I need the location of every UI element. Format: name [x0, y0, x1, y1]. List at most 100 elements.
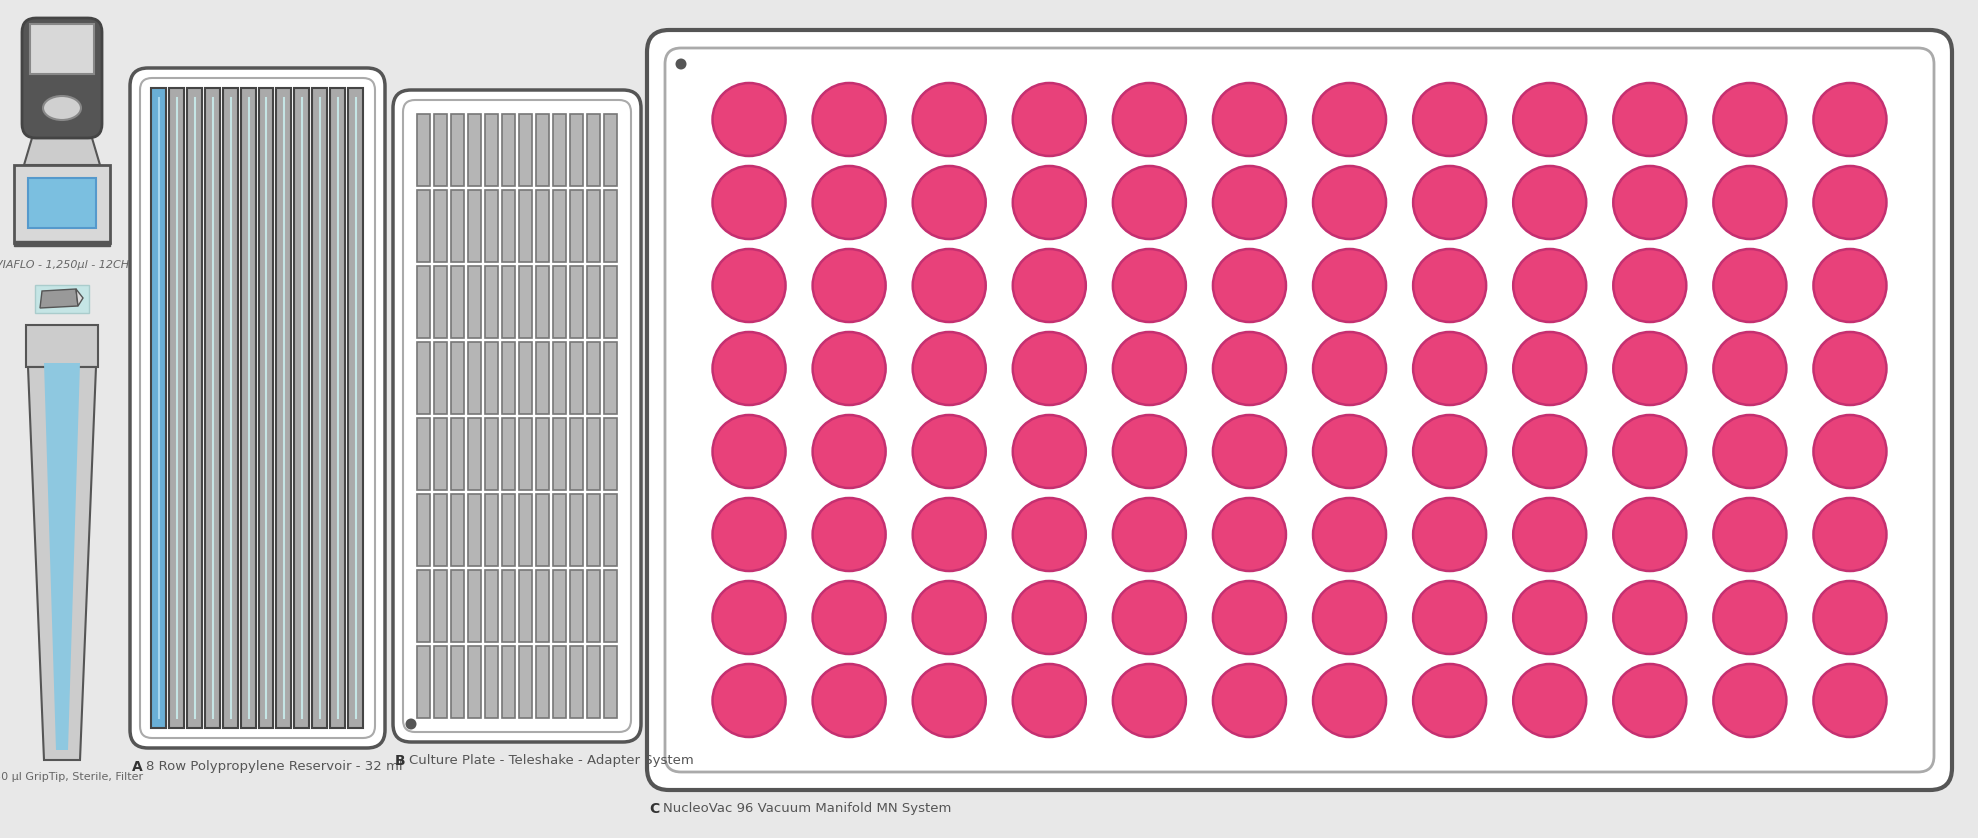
Bar	[30, 24, 95, 74]
Bar	[417, 418, 429, 490]
Circle shape	[1814, 332, 1887, 405]
Bar	[433, 342, 447, 414]
Circle shape	[1513, 166, 1586, 239]
Circle shape	[1614, 498, 1687, 571]
Polygon shape	[44, 363, 79, 750]
Circle shape	[1814, 581, 1887, 654]
Circle shape	[1213, 581, 1286, 654]
Bar	[469, 646, 481, 718]
Text: VIAFLO - 1,250µl - 12CH: VIAFLO - 1,250µl - 12CH	[0, 260, 129, 270]
Circle shape	[1614, 415, 1687, 488]
Circle shape	[1114, 415, 1187, 488]
Bar	[554, 570, 566, 642]
Bar	[259, 88, 273, 728]
Bar	[518, 418, 532, 490]
Bar	[554, 266, 566, 338]
Bar	[554, 494, 566, 566]
Bar	[485, 114, 498, 186]
Bar	[587, 494, 599, 566]
Circle shape	[1313, 581, 1387, 654]
Bar	[433, 418, 447, 490]
Circle shape	[912, 332, 985, 405]
Bar	[417, 114, 429, 186]
Circle shape	[1313, 83, 1387, 156]
Bar	[485, 418, 498, 490]
Circle shape	[912, 581, 985, 654]
Bar	[451, 190, 465, 262]
Circle shape	[1614, 664, 1687, 737]
Circle shape	[813, 332, 886, 405]
Circle shape	[1114, 249, 1187, 322]
Bar	[417, 342, 429, 414]
Bar	[587, 646, 599, 718]
Circle shape	[1713, 498, 1786, 571]
Bar	[451, 646, 465, 718]
Bar	[536, 494, 550, 566]
Bar	[186, 88, 202, 728]
Bar	[570, 114, 584, 186]
Bar	[417, 646, 429, 718]
Bar	[469, 190, 481, 262]
Circle shape	[712, 581, 785, 654]
Circle shape	[1213, 166, 1286, 239]
Circle shape	[1213, 415, 1286, 488]
Bar	[587, 570, 599, 642]
Circle shape	[1013, 664, 1086, 737]
Bar	[502, 342, 514, 414]
Bar	[502, 418, 514, 490]
Bar	[433, 190, 447, 262]
Bar	[536, 418, 550, 490]
Bar	[451, 114, 465, 186]
Bar	[603, 342, 617, 414]
Circle shape	[1513, 581, 1586, 654]
Circle shape	[813, 581, 886, 654]
Circle shape	[1513, 332, 1586, 405]
Circle shape	[1713, 83, 1786, 156]
Circle shape	[1313, 664, 1387, 737]
Circle shape	[1213, 83, 1286, 156]
Bar	[485, 570, 498, 642]
Circle shape	[813, 664, 886, 737]
Bar	[518, 570, 532, 642]
Circle shape	[1713, 664, 1786, 737]
FancyBboxPatch shape	[131, 68, 386, 748]
FancyBboxPatch shape	[394, 90, 641, 742]
Bar	[417, 190, 429, 262]
Bar	[536, 266, 550, 338]
Bar	[469, 418, 481, 490]
Circle shape	[1013, 332, 1086, 405]
Circle shape	[1614, 581, 1687, 654]
Circle shape	[1013, 83, 1086, 156]
FancyBboxPatch shape	[22, 18, 103, 138]
Bar	[570, 494, 584, 566]
Circle shape	[1412, 664, 1485, 737]
Ellipse shape	[44, 96, 81, 120]
Circle shape	[1713, 166, 1786, 239]
Bar	[14, 165, 111, 243]
Circle shape	[1114, 498, 1187, 571]
Circle shape	[813, 498, 886, 571]
Circle shape	[405, 718, 417, 730]
Circle shape	[912, 166, 985, 239]
Bar	[502, 570, 514, 642]
Bar	[433, 646, 447, 718]
Circle shape	[1513, 415, 1586, 488]
Polygon shape	[24, 138, 101, 165]
Circle shape	[1614, 166, 1687, 239]
Bar	[603, 494, 617, 566]
Circle shape	[712, 83, 785, 156]
Bar	[603, 190, 617, 262]
Circle shape	[1814, 415, 1887, 488]
Bar	[554, 342, 566, 414]
Circle shape	[912, 498, 985, 571]
Circle shape	[1213, 332, 1286, 405]
Circle shape	[1614, 332, 1687, 405]
Bar	[14, 241, 111, 246]
Bar	[417, 494, 429, 566]
Bar	[469, 342, 481, 414]
Circle shape	[712, 664, 785, 737]
Circle shape	[1513, 249, 1586, 322]
Bar	[603, 570, 617, 642]
Bar	[554, 190, 566, 262]
Bar	[518, 190, 532, 262]
